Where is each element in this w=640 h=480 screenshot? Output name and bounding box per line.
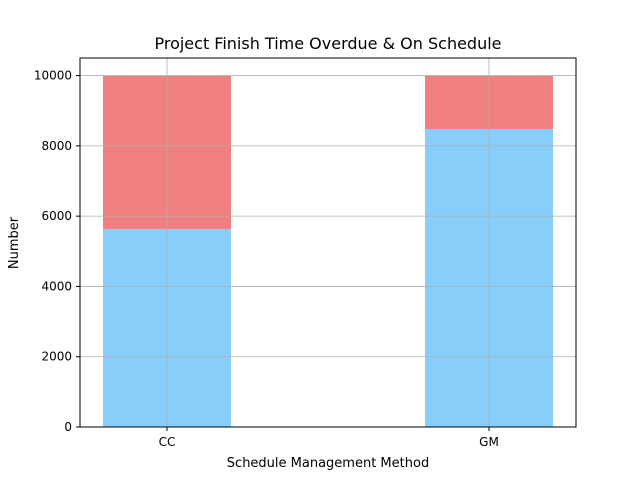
y-tick-label: 8000 bbox=[41, 139, 72, 153]
plot-frame bbox=[79, 57, 577, 428]
grid-layer bbox=[80, 58, 576, 428]
x-axis-label: Schedule Management Method bbox=[227, 456, 429, 471]
y-tick-label: 4000 bbox=[41, 279, 72, 293]
y-tick-label: 2000 bbox=[41, 350, 72, 364]
y-axis-label: Number bbox=[7, 216, 22, 269]
x-tick-label: GM bbox=[479, 435, 499, 449]
x-tick-label: CC bbox=[159, 435, 176, 449]
ticks-layer: 0 2000 4000 6000 8000 10000 CC GM bbox=[34, 69, 499, 449]
y-tick-label: 6000 bbox=[41, 209, 72, 223]
chart-title: Project Finish Time Overdue & On Schedul… bbox=[154, 34, 501, 53]
y-tick-label: 10000 bbox=[34, 69, 72, 83]
y-tick-label: 0 bbox=[64, 420, 72, 434]
